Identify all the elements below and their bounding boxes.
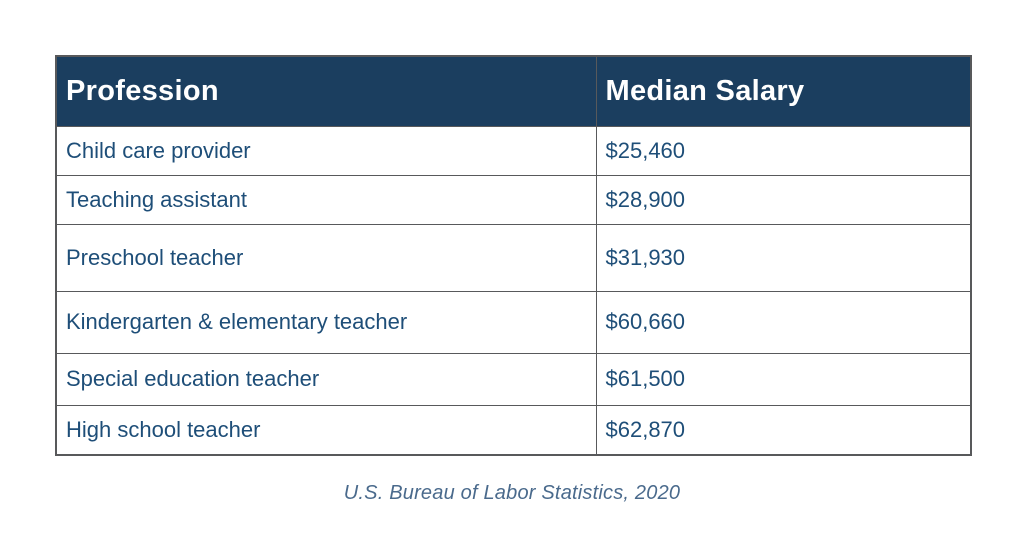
table-body: Child care provider $25,460 Teaching ass… <box>55 125 972 456</box>
salary-cell: $28,900 <box>595 174 972 225</box>
profession-cell: Special education teacher <box>55 352 597 406</box>
table-header: Profession Median Salary <box>55 55 972 127</box>
table-row: Kindergarten & elementary teacher $60,66… <box>55 290 972 354</box>
profession-cell: High school teacher <box>55 404 597 456</box>
table-row: Child care provider $25,460 <box>55 125 972 176</box>
table-row: Special education teacher $61,500 <box>55 352 972 406</box>
salary-cell: $25,460 <box>595 125 972 176</box>
salary-cell: $61,500 <box>595 352 972 406</box>
header-row: Profession Median Salary <box>55 55 972 127</box>
profession-cell: Kindergarten & elementary teacher <box>55 290 597 354</box>
table-row: Teaching assistant $28,900 <box>55 174 972 225</box>
profession-cell: Child care provider <box>55 125 597 176</box>
table-row: High school teacher $62,870 <box>55 404 972 456</box>
profession-cell: Teaching assistant <box>55 174 597 225</box>
salary-cell: $31,930 <box>595 223 972 292</box>
header-cell-profession: Profession <box>55 55 597 127</box>
median-salary-table: Profession Median Salary Child care prov… <box>55 55 972 456</box>
table-row: Preschool teacher $31,930 <box>55 223 972 292</box>
source-caption: U.S. Bureau of Labor Statistics, 2020 <box>343 482 681 504</box>
header-cell-median-salary: Median Salary <box>595 55 972 127</box>
salary-cell: $60,660 <box>595 290 972 354</box>
profession-cell: Preschool teacher <box>55 223 597 292</box>
salary-cell: $62,870 <box>595 404 972 456</box>
